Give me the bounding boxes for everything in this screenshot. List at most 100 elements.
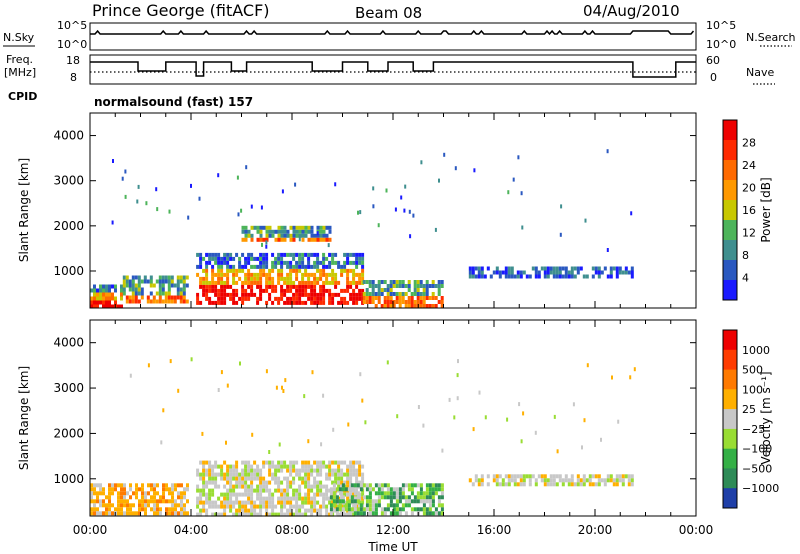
echo-cell — [168, 491, 171, 496]
echo-cell — [513, 482, 517, 487]
echo-cell — [301, 280, 305, 285]
echo-cell — [117, 483, 120, 488]
echo-cell — [597, 482, 601, 487]
echo-cell — [591, 274, 595, 279]
echo-cell — [199, 512, 203, 517]
echo-cell — [277, 276, 281, 281]
echo-cell — [280, 252, 284, 257]
echo-cell — [332, 495, 336, 500]
echo-cell — [182, 275, 186, 280]
echo-cell — [93, 300, 96, 305]
echo-cell — [543, 478, 547, 483]
echo-cell — [340, 460, 344, 465]
echo-cell — [202, 488, 206, 493]
echo-cell — [307, 272, 311, 277]
echo-cell — [401, 487, 405, 492]
echo-cell — [283, 280, 287, 285]
echo-cell — [437, 483, 441, 488]
power-colorbar-label: Power [dB] — [759, 177, 773, 242]
echo-cell — [280, 268, 284, 273]
echo-cell — [407, 487, 411, 492]
echo-cell — [319, 300, 323, 305]
echo-cell — [217, 388, 220, 392]
echo-cell — [392, 503, 396, 508]
echo-cell — [400, 195, 403, 200]
echo-cell — [165, 499, 168, 504]
freq-label: Freq. — [6, 53, 33, 66]
echo-cell — [280, 500, 284, 505]
echo-cell — [295, 272, 299, 277]
echo-cell — [220, 292, 224, 297]
echo-cell — [313, 480, 317, 485]
echo-cell — [413, 284, 417, 288]
echo-cell — [129, 483, 132, 488]
echo-cell — [262, 504, 266, 509]
echo-cell — [401, 507, 405, 512]
range-tick-label: 2000 — [53, 426, 84, 440]
echo-cell — [322, 260, 326, 265]
echo-cell — [274, 229, 278, 234]
echo-cell — [594, 474, 598, 479]
echo-cell — [579, 482, 583, 487]
echo-cell — [346, 484, 350, 489]
echo-cell — [137, 283, 141, 288]
echo-cell — [419, 491, 423, 496]
echo-cell — [292, 256, 296, 261]
echo-cell — [182, 287, 186, 292]
echo-cell — [155, 291, 159, 296]
echo-cell — [325, 472, 329, 477]
echo-cell — [310, 464, 314, 469]
echo-cell — [111, 487, 114, 492]
colorbar-tick-label: 12 — [742, 227, 756, 240]
echo-cell — [311, 370, 314, 375]
echo-cell — [368, 507, 372, 512]
echo-cell — [245, 165, 248, 170]
echo-cell — [111, 503, 114, 508]
echo-cell — [349, 252, 353, 257]
echo-cell — [211, 288, 215, 293]
echo-cell — [392, 292, 396, 296]
colorbar-segment — [723, 220, 737, 241]
echo-cell — [389, 499, 393, 504]
echo-cell — [131, 287, 135, 292]
echo-cell — [437, 503, 441, 508]
echo-cell — [277, 480, 281, 485]
echo-cell — [319, 472, 323, 477]
echo-cell — [217, 472, 221, 477]
echo-cell — [319, 464, 323, 469]
echo-cell — [229, 296, 233, 301]
echo-cell — [226, 260, 230, 265]
echo-cell — [250, 284, 254, 289]
echo-cell — [322, 460, 326, 465]
echo-cell — [141, 483, 144, 488]
echo-cell — [137, 279, 141, 284]
echo-cell — [301, 225, 305, 230]
echo-cell — [572, 402, 575, 407]
echo-cell — [322, 296, 326, 301]
echo-cell — [456, 396, 459, 401]
colorbar-segment — [723, 468, 737, 489]
colorbar-tick-label: −1000 — [742, 482, 779, 495]
echo-cell — [238, 276, 242, 281]
echo-cell — [319, 460, 323, 465]
echo-cell — [140, 287, 144, 292]
echo-cell — [96, 495, 99, 500]
echo-cell — [346, 288, 350, 293]
echo-cell — [310, 284, 314, 289]
echo-cell — [90, 288, 93, 293]
echo-cell — [111, 304, 114, 309]
echo-cell — [135, 511, 138, 516]
echo-cell — [232, 264, 236, 269]
echo-cell — [307, 500, 311, 505]
echo-cell — [208, 488, 212, 493]
echo-cell — [555, 266, 559, 271]
echo-cell — [147, 483, 150, 488]
echo-cell — [102, 288, 105, 293]
echo-cell — [99, 288, 102, 293]
echo-cell — [229, 504, 233, 509]
echo-cell — [244, 229, 248, 234]
echo-cell — [292, 252, 296, 257]
echo-cell — [495, 474, 499, 479]
nsearch-tick-top: 10^5 — [706, 19, 736, 32]
echo-cell — [540, 266, 544, 271]
